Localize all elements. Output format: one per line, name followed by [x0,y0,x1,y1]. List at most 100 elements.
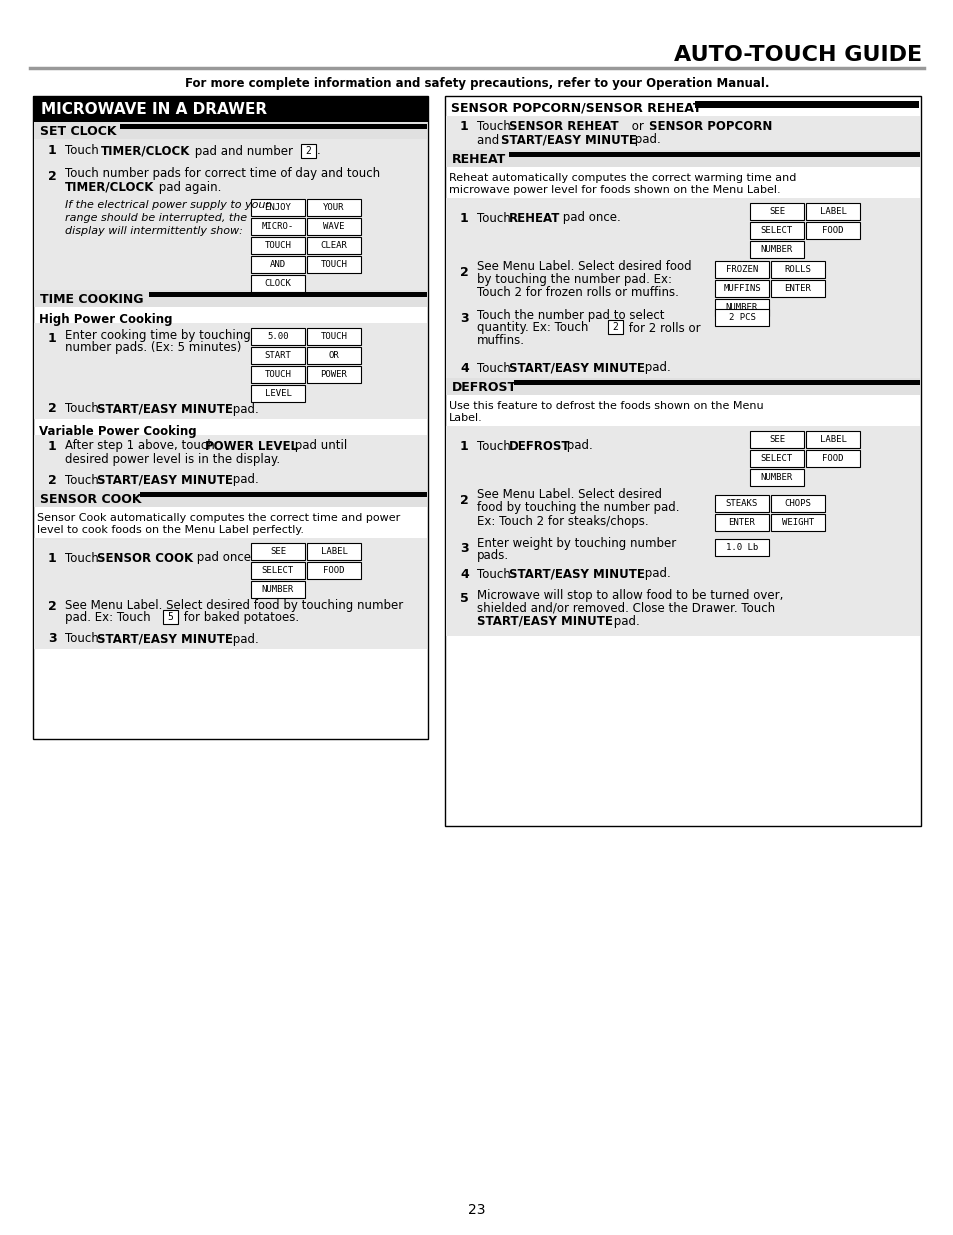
Bar [446,584,919,636]
Text: quantity. Ex: Touch: quantity. Ex: Touch [476,321,592,335]
Text: Microwave will stop to allow food to be turned over,: Microwave will stop to allow food to be … [476,589,782,601]
Text: OR: OR [328,351,339,359]
Bar [307,329,360,345]
Text: 1.0 Lb: 1.0 Lb [725,543,758,552]
Text: ENJOY: ENJOY [264,203,291,212]
Bar [163,610,178,624]
Text: SELECT: SELECT [760,454,792,463]
Bar [446,532,919,562]
Bar [34,627,427,650]
Text: 2: 2 [48,473,56,487]
Text: TIMER/CLOCK: TIMER/CLOCK [65,180,154,194]
Text: 2 PCS: 2 PCS [728,312,755,322]
Bar [251,347,305,364]
Bar [446,484,919,532]
Text: 2: 2 [48,169,56,183]
Text: SENSOR POPCORN: SENSOR POPCORN [648,121,772,133]
Text: Touch: Touch [476,211,514,225]
Text: MUFFINS: MUFFINS [722,284,760,293]
Bar [770,261,824,278]
Text: FOOD: FOOD [323,566,344,576]
Text: 2: 2 [459,267,468,279]
Bar [749,222,803,240]
Text: ENTER: ENTER [728,517,755,527]
Text: or: or [627,121,647,133]
Text: 1: 1 [48,552,56,564]
Text: food by touching the number pad.: food by touching the number pad. [476,501,679,515]
Text: 4: 4 [459,362,468,374]
Bar [805,203,859,220]
Bar [446,562,919,584]
Text: START/EASY MINUTE: START/EASY MINUTE [476,615,612,627]
Bar [514,380,919,385]
Text: desired power level is in the display.: desired power level is in the display. [65,452,280,466]
Text: range should be interrupted, the: range should be interrupted, the [65,212,247,224]
Bar [34,140,427,162]
Text: pad. Ex: Touch: pad. Ex: Touch [65,611,154,625]
Text: High Power Cooking: High Power Cooking [39,312,172,326]
Text: 2: 2 [48,599,56,613]
Text: LABEL: LABEL [819,435,845,445]
Text: SEE: SEE [768,435,784,445]
Text: SENSOR REHEAT: SENSOR REHEAT [509,121,618,133]
Text: For more complete information and safety precautions, refer to your Operation Ma: For more complete information and safety… [185,77,768,89]
Text: TIME COOKING: TIME COOKING [40,293,143,306]
Text: LABEL: LABEL [819,207,845,216]
Text: SET CLOCK: SET CLOCK [40,125,116,138]
Text: 2: 2 [305,146,311,156]
Text: Use this feature to defrost the foods shown on the Menu: Use this feature to defrost the foods sh… [449,401,762,411]
Text: TOUCH: TOUCH [264,241,291,249]
Text: pad.: pad. [640,362,670,374]
Text: Touch: Touch [476,568,514,580]
Bar [444,96,920,826]
Text: 3: 3 [48,632,56,646]
Bar [251,562,305,579]
Bar [714,514,768,531]
Text: 5: 5 [168,613,173,622]
Bar [307,219,360,235]
Text: WAVE: WAVE [323,222,344,231]
Bar [34,435,427,468]
Text: REHEAT: REHEAT [452,153,506,165]
Bar [805,222,859,240]
Text: pad until: pad until [291,440,347,452]
Bar [770,514,824,531]
Text: microwave power level for foods shown on the Menu Label.: microwave power level for foods shown on… [449,185,780,195]
Bar [34,396,427,419]
Bar [749,241,803,258]
Text: 4: 4 [459,568,468,580]
Text: pad.: pad. [640,568,670,580]
Bar [607,320,622,333]
Bar [120,124,427,128]
Bar [34,122,427,140]
Text: Touch: Touch [65,473,102,487]
Text: number pads. (Ex: 5 minutes): number pads. (Ex: 5 minutes) [65,342,241,354]
Text: Sensor Cook automatically computes the correct time and power: Sensor Cook automatically computes the c… [37,513,400,522]
Text: START: START [264,351,291,359]
Bar [446,256,919,304]
Text: and: and [476,133,502,147]
Bar [770,280,824,296]
Text: Touch number pads for correct time of day and touch: Touch number pads for correct time of da… [65,168,379,180]
Text: pad again.: pad again. [154,180,221,194]
Bar [33,96,428,739]
Text: 5: 5 [459,592,468,604]
Text: Touch: Touch [476,362,514,374]
Bar [307,199,360,216]
Text: for baked potatoes.: for baked potatoes. [180,611,299,625]
Bar [446,304,919,356]
Text: pad once.: pad once. [193,552,254,564]
Text: .: . [316,144,320,158]
Text: Enter weight by touching number: Enter weight by touching number [476,536,676,550]
Text: 23: 23 [468,1203,485,1216]
Text: CHOPS: CHOPS [783,499,811,508]
Text: level to cook foods on the Menu Label perfectly.: level to cook foods on the Menu Label pe… [37,525,304,535]
Text: POWER LEVEL: POWER LEVEL [205,440,297,452]
Bar [446,426,919,484]
Text: See Menu Label. Select desired food: See Menu Label. Select desired food [476,261,691,273]
Text: TOUCH: TOUCH [320,261,347,269]
Bar [251,256,305,273]
Bar [446,149,919,167]
Text: AND: AND [270,261,286,269]
Text: 1: 1 [459,211,468,225]
